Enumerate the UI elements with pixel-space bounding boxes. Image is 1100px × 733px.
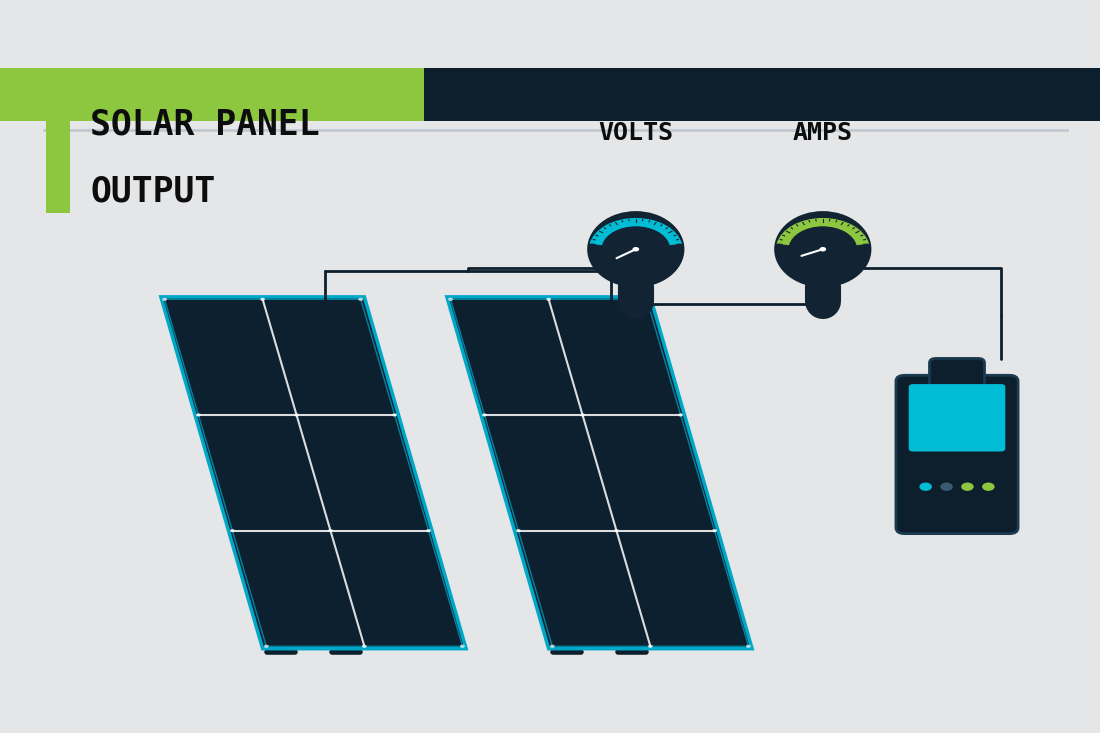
Circle shape (712, 529, 717, 532)
Text: OUTPUT: OUTPUT (90, 174, 216, 208)
Ellipse shape (587, 211, 684, 287)
Ellipse shape (619, 298, 652, 304)
Ellipse shape (806, 298, 839, 304)
Circle shape (516, 529, 520, 532)
Text: SOLAR PANEL: SOLAR PANEL (90, 108, 320, 141)
Circle shape (614, 529, 619, 532)
FancyBboxPatch shape (895, 375, 1019, 534)
Circle shape (961, 482, 974, 491)
Circle shape (362, 644, 366, 648)
Circle shape (982, 482, 994, 491)
Circle shape (645, 298, 649, 301)
Polygon shape (161, 297, 466, 649)
Circle shape (746, 644, 751, 648)
Circle shape (580, 413, 585, 416)
Circle shape (547, 298, 551, 301)
Circle shape (789, 226, 857, 272)
Circle shape (482, 413, 487, 416)
Circle shape (359, 298, 363, 301)
FancyBboxPatch shape (909, 384, 1005, 452)
Circle shape (940, 482, 953, 491)
Circle shape (820, 247, 826, 251)
Bar (424, 68, 1100, 121)
Circle shape (679, 413, 683, 416)
Circle shape (196, 413, 201, 416)
Polygon shape (451, 299, 748, 647)
Circle shape (294, 413, 299, 416)
Circle shape (632, 247, 639, 251)
Circle shape (648, 644, 652, 648)
Wedge shape (777, 218, 869, 246)
Circle shape (426, 529, 431, 532)
Circle shape (393, 413, 397, 416)
Bar (46, 95, 70, 213)
Circle shape (460, 644, 465, 648)
Circle shape (230, 529, 234, 532)
Circle shape (920, 482, 932, 491)
Wedge shape (590, 218, 682, 246)
Bar (0, 68, 424, 121)
Circle shape (448, 298, 453, 301)
Circle shape (264, 644, 268, 648)
Polygon shape (165, 299, 462, 647)
FancyBboxPatch shape (930, 358, 984, 389)
Polygon shape (447, 297, 752, 649)
Circle shape (602, 226, 670, 272)
Circle shape (162, 298, 167, 301)
Circle shape (550, 644, 554, 648)
Ellipse shape (774, 211, 871, 287)
Text: VOLTS: VOLTS (598, 121, 673, 145)
Circle shape (261, 298, 265, 301)
Text: AMPS: AMPS (793, 121, 853, 145)
Circle shape (328, 529, 333, 532)
